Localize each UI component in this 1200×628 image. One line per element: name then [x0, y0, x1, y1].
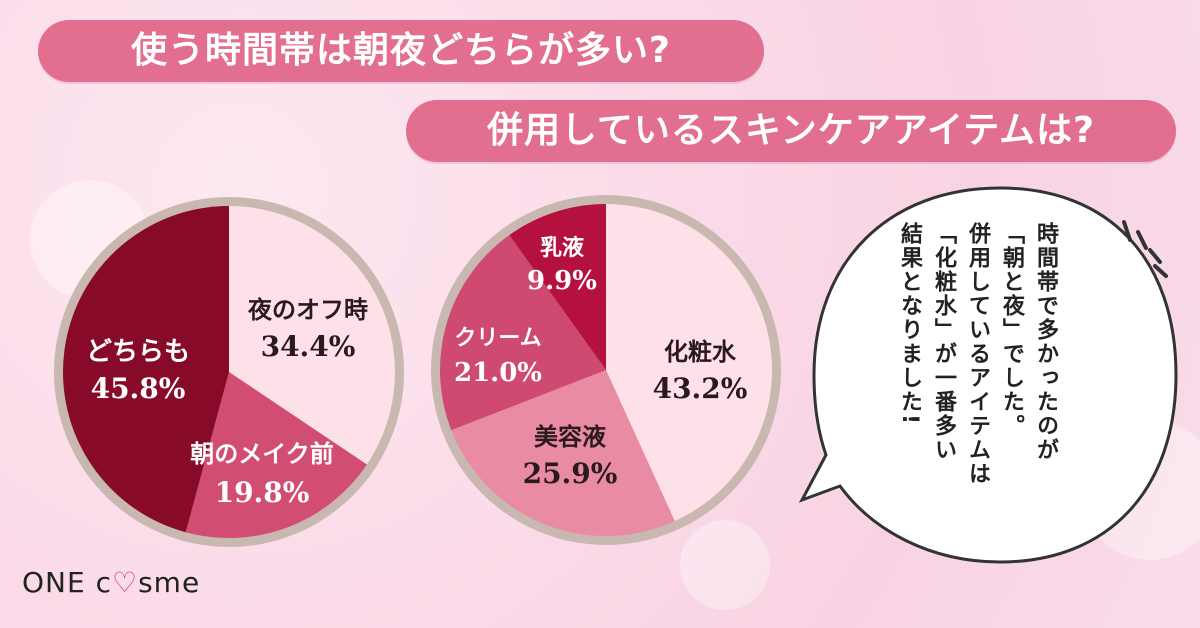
bubble-line: 結果となりました! [897, 222, 922, 427]
brand-logo: ONE c♡sme [22, 566, 200, 599]
speech-bubble-text: 時間帯で多かったのが 「朝と夜」でした。 併用しているアイテムは 「化粧水」が一… [892, 222, 1062, 522]
bubble-line: 併用しているアイテムは [965, 222, 990, 486]
pie2-slice-3 [509, 204, 606, 370]
title-banner-time: 使う時間帯は朝夜どちらが多い? [38, 20, 764, 82]
title-banner-items: 併用しているスキンケアアイテムは? [406, 100, 1176, 162]
pie-chart-time: 夜のオフ時 34.4% 朝のメイク前 19.8% どちらも 45.8% [63, 206, 395, 538]
heart-icon: ♡ [111, 566, 139, 599]
pie2-value-1: 25.9% [523, 457, 618, 490]
bokeh-decoration [680, 520, 770, 610]
pie1-slice-1 [185, 372, 367, 538]
pie1-label-0: 夜のオフ時 [247, 295, 368, 324]
pie2-label-3: 乳液 [540, 235, 584, 261]
pie1-label-2: どちらも [86, 337, 190, 367]
pie2-value-3: 9.9% [527, 266, 597, 296]
pie2-label-2: クリーム [454, 325, 541, 351]
bubble-line: 時間帯で多かったのが [1033, 222, 1058, 462]
pie2-label-1: 美容液 [534, 422, 606, 451]
pie2-slice-2 [440, 235, 606, 431]
logo-text-left: ONE c [22, 566, 112, 599]
bubble-line: 「化粧水」が一番多い [931, 222, 956, 462]
emphasis-marks [1122, 220, 1168, 278]
pie-chart-items: 化粧水 43.2% 美容液 25.9% クリーム 21.0% 乳液 9.9% [440, 204, 772, 536]
pie1-slice-2 [63, 206, 229, 533]
bubble-line: 「朝と夜」でした。 [999, 222, 1024, 438]
logo-text-right: sme [138, 566, 201, 599]
pie1-value-1: 19.8% [215, 476, 310, 509]
pie1-value-0: 34.4% [261, 330, 356, 363]
speech-bubble [798, 186, 1178, 564]
pie2-label-0: 化粧水 [664, 337, 737, 366]
pie1-label-1: 朝のメイク前 [190, 439, 334, 468]
pie2-slice-0 [606, 204, 772, 522]
pie2-value-0: 43.2% [653, 372, 748, 405]
pie1-value-2: 45.8% [91, 372, 186, 405]
pie2-value-2: 21.0% [454, 358, 542, 388]
pie2-slice-1 [451, 370, 675, 536]
pie1-slice-0 [229, 206, 395, 465]
